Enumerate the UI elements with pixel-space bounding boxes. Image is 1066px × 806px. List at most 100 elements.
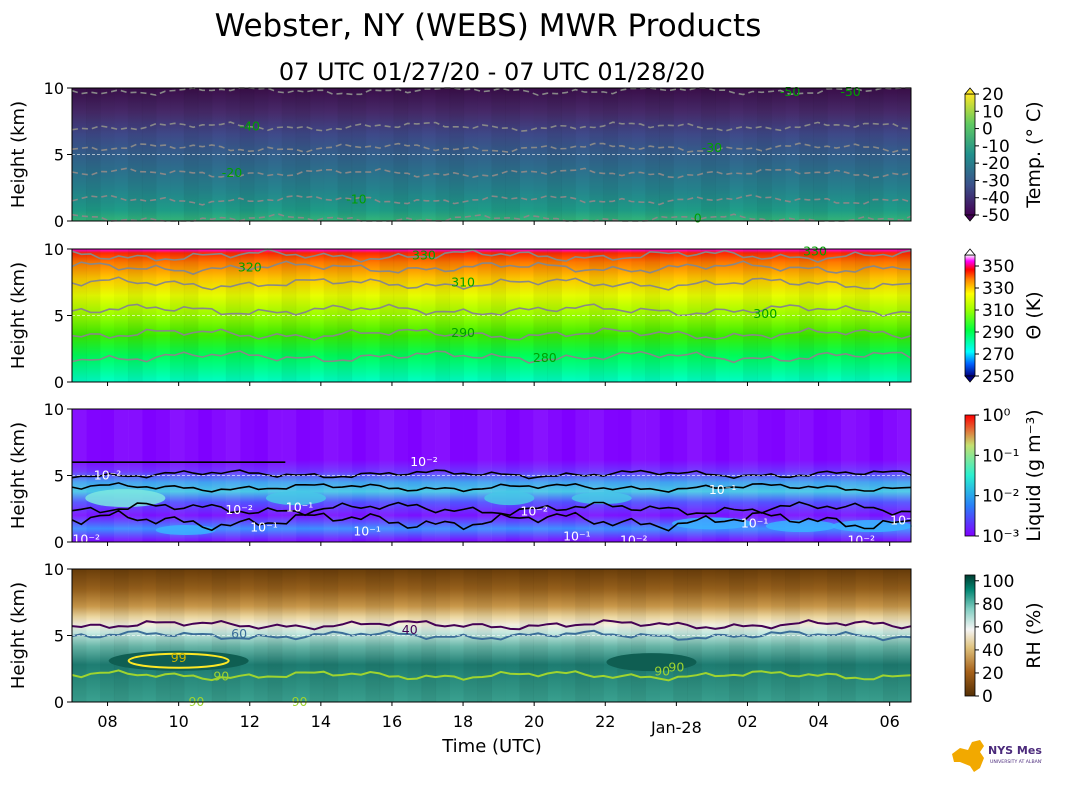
contour-label: 310 xyxy=(451,274,475,289)
panel-field xyxy=(72,249,911,382)
moist-core xyxy=(606,653,697,672)
contour-label: 10⁻² xyxy=(410,454,438,469)
field-streak xyxy=(883,88,897,221)
panel-field xyxy=(72,88,911,221)
field-streak xyxy=(603,249,618,382)
colorbar-tick-label: 10⁻¹ xyxy=(982,446,1019,466)
field-streak xyxy=(198,409,212,542)
logo-subtext: UNIVERSITY AT ALBANY xyxy=(990,759,1042,765)
field-streak xyxy=(324,88,338,221)
field-streak xyxy=(183,88,199,221)
cloud-region xyxy=(765,520,836,533)
y-tick-label: 10 xyxy=(44,240,64,259)
contour-label: 10⁻¹ xyxy=(741,515,769,530)
field-streak xyxy=(393,249,409,382)
y-tick-label: 5 xyxy=(54,307,64,326)
field-streak xyxy=(659,88,674,221)
field-streak xyxy=(659,409,673,542)
colorbar xyxy=(964,254,976,377)
contour-line xyxy=(71,469,912,480)
field-streak xyxy=(673,569,688,702)
field-streak xyxy=(729,88,743,221)
field-streak xyxy=(463,569,479,702)
x-tick-label: 12 xyxy=(240,712,260,731)
contour-label: 330 xyxy=(412,248,436,263)
field-streak xyxy=(869,88,884,221)
contour-label: 0 xyxy=(694,210,702,225)
field-streak xyxy=(883,569,898,702)
colorbar-label: RH (%) xyxy=(1023,602,1045,668)
y-tick-label: 10 xyxy=(44,79,64,98)
contour-label: 10⁻² xyxy=(94,468,122,483)
contour-label: 330 xyxy=(803,244,827,259)
contour-label: -40 xyxy=(240,119,260,134)
field-streak xyxy=(519,88,533,221)
colorbar-label: Θ (K) xyxy=(1023,291,1045,339)
field-streak xyxy=(869,569,883,702)
cloud-region xyxy=(484,491,535,506)
colorbar xyxy=(964,414,976,537)
field-streak xyxy=(673,88,687,221)
y-tick-label: 5 xyxy=(54,146,64,165)
contour-line xyxy=(71,248,912,263)
colorbar-extend xyxy=(964,248,976,256)
x-tick-label: 18 xyxy=(453,712,473,731)
y-axis-label: Height (km) xyxy=(8,101,29,208)
contour-line xyxy=(71,669,912,682)
y-tick-label: 10 xyxy=(44,400,64,419)
x-tick-label: 08 xyxy=(97,712,117,731)
field-streak xyxy=(743,569,758,702)
contour-line xyxy=(71,629,912,642)
field-streak xyxy=(533,88,547,221)
contour-label: 10⁻² xyxy=(847,533,875,548)
contour-line xyxy=(71,482,912,493)
field-streak xyxy=(267,569,283,702)
contour-label: 10⁻¹ xyxy=(709,482,737,497)
colorbar-extend xyxy=(964,214,976,222)
colorbar-tick-label: 60 xyxy=(982,618,1004,638)
colorbar-tick-label: -30 xyxy=(982,171,1010,191)
field-streak xyxy=(323,569,339,702)
x-tick-label: 10 xyxy=(168,712,188,731)
contour-line xyxy=(71,619,912,631)
colorbar-tick-label: -20 xyxy=(982,154,1010,174)
colorbar-tick-label: 40 xyxy=(982,641,1004,661)
y-tick-label: 0 xyxy=(54,693,64,712)
colorbar-tick-label: 270 xyxy=(982,345,1014,365)
contour-line xyxy=(71,350,912,364)
contour-label: 300 xyxy=(753,306,777,321)
colorbar-tick-label: 80 xyxy=(982,595,1004,615)
y-tick-label: 5 xyxy=(54,467,64,486)
contour-line xyxy=(71,303,912,317)
contour-label: 290 xyxy=(451,325,475,340)
field-streak xyxy=(589,249,604,382)
colorbar-tick-label: 10⁻² xyxy=(982,487,1019,507)
contour-line xyxy=(127,652,230,669)
field-streak xyxy=(198,569,212,702)
colorbar-tick-label: 350 xyxy=(982,257,1014,277)
field-streak xyxy=(813,88,828,221)
field-streak xyxy=(379,569,395,702)
colorbar-tick-label: -50 xyxy=(982,206,1010,226)
field-streak xyxy=(449,249,465,382)
field-streak xyxy=(127,88,143,221)
colorbar-tick-label: 20 xyxy=(982,664,1004,684)
contour-line xyxy=(71,167,912,179)
x-tick-label: 22 xyxy=(595,712,615,731)
colorbar-tick-label: 10 xyxy=(982,102,1004,122)
colorbar-tick-label: -40 xyxy=(982,189,1010,209)
contour-line xyxy=(71,327,912,341)
field-streak xyxy=(309,569,325,702)
contour-label: 99 xyxy=(171,650,187,665)
panel-liquid_water: 10⁻² 10⁻² 10⁻² 10⁻¹ 10⁻¹ 10⁻¹ 10⁻² 10⁻¹ 10⁻² 10⁻¹… xyxy=(8,400,1045,552)
logo-text: NYS Mesonet xyxy=(988,744,1042,757)
colorbar xyxy=(964,574,976,697)
cloud-region xyxy=(571,492,632,505)
colorbar-extend xyxy=(964,87,976,95)
contour-label: -50 xyxy=(840,84,860,99)
y-axis-label: Height (km) xyxy=(8,262,29,369)
contour-label: 320 xyxy=(238,260,262,275)
